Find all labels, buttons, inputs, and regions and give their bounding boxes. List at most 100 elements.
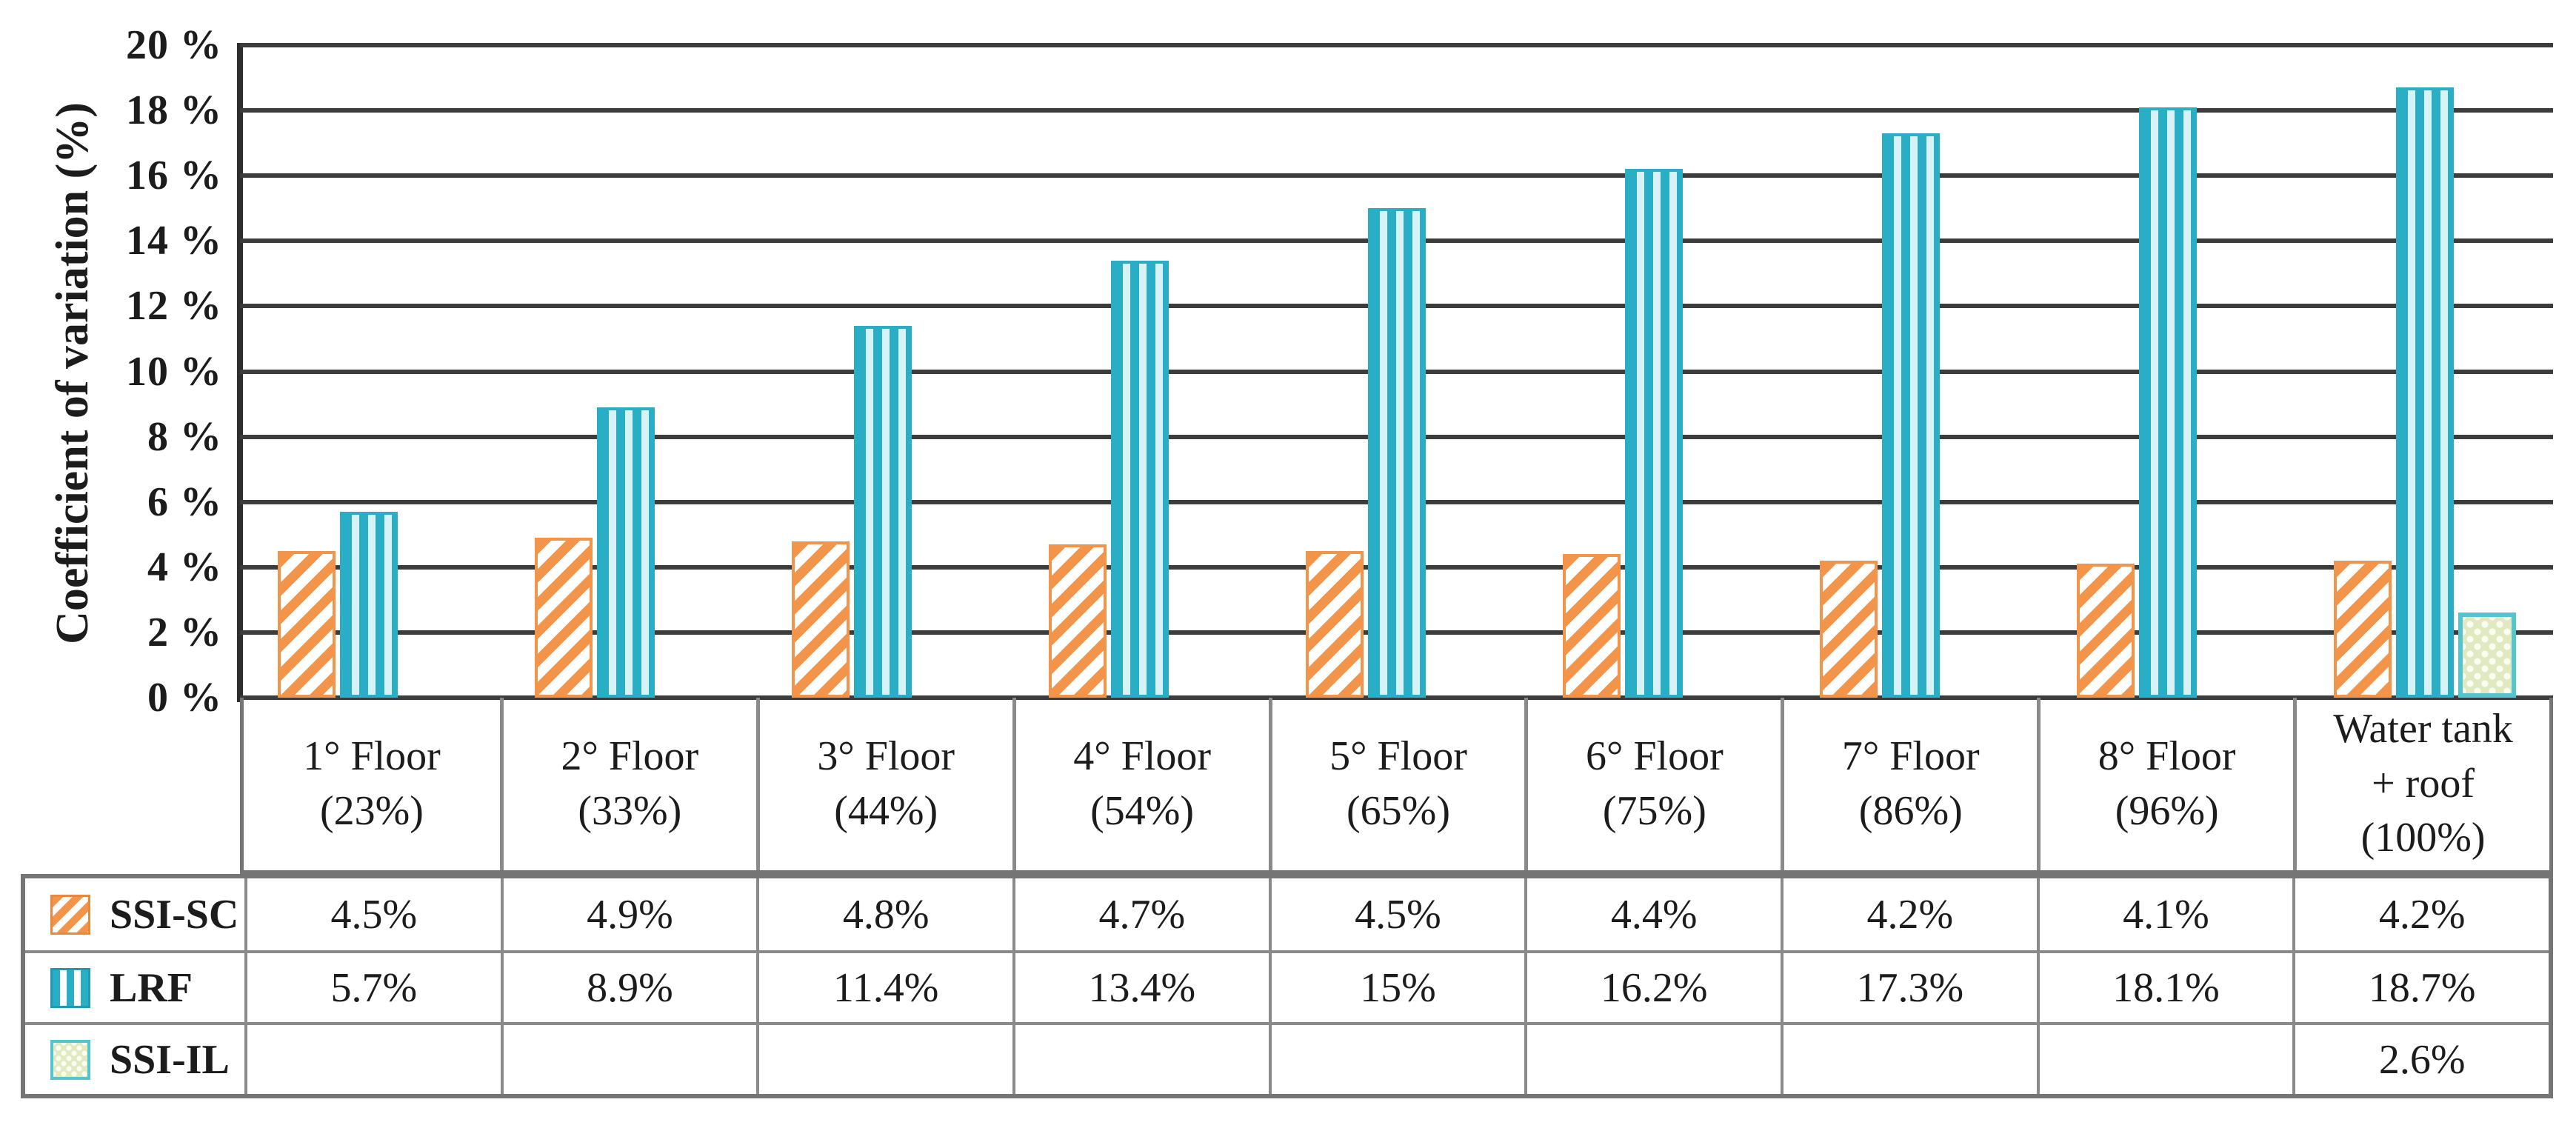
legend-item-lrf: LRF [25,950,244,1022]
category-label-line: + roof [2372,760,2475,807]
category-label-2: 2° Floor (33%) [499,698,756,870]
y-tick-label: 0 % [147,675,222,721]
category-label-1: 1° Floor (23%) [244,698,500,870]
gridline [240,695,2553,700]
category-label-line: (23%) [319,787,424,834]
category-label-line: (75%) [1602,787,1706,834]
gridline [240,108,2553,113]
bar-ssi-il-cat9 [2458,613,2516,698]
bar-lrf-cat3 [854,326,912,698]
category-label-line: (86%) [1858,787,1963,834]
category-label-line: 6° Floor [1586,732,1724,779]
legend-key-ssi-il-icon [50,1039,90,1080]
category-label-3: 3° Floor (44%) [755,698,1012,870]
value-cell-ssi-il-cat5 [1268,1022,1525,1094]
category-label-line: 4° Floor [1073,732,1211,779]
y-tick-label: 8 % [147,414,222,460]
value-cell-ssi-sc-cat4: 4.7% [1012,878,1269,950]
legend-key-ssi-sc-icon [50,894,90,935]
bar-ssi-sc-cat1 [278,551,336,698]
value-cell-ssi-sc-cat9: 4.2% [2292,878,2549,950]
value-cell-ssi-il-cat7 [1780,1022,2037,1094]
value-cell-lrf-cat6: 16.2% [1524,950,1781,1022]
category-label-8: 8° Floor (96%) [2037,698,2293,870]
data-table: SSI-SC 4.5% 4.9% 4.8% 4.7% 4.5% 4.4% 4.2% 4.1% 4.… [21,874,2553,1098]
y-tick-label: 4 % [147,544,222,590]
y-tick-label: 14 % [126,218,222,264]
y-tick-label: 2 % [147,610,222,655]
value-cell-lrf-cat9: 18.7% [2292,950,2549,1022]
category-label-line: (44%) [834,787,938,834]
gridline [240,173,2553,178]
value-cell-lrf-cat1: 5.7% [244,950,501,1022]
bar-ssi-sc-cat6 [1563,554,1621,698]
category-label-9: Water tank + roof (100%) [2293,698,2549,870]
category-label-5: 5° Floor (65%) [1268,698,1525,870]
value-cell-ssi-il-cat4 [1012,1022,1269,1094]
category-label-7: 7° Floor (86%) [1781,698,2037,870]
legend-label: LRF [110,964,193,1011]
bar-lrf-cat5 [1368,208,1426,698]
bar-lrf-cat4 [1111,261,1169,698]
bar-ssi-sc-cat9 [2334,561,2392,698]
value-cell-lrf-cat2: 8.9% [500,950,757,1022]
category-label-6: 6° Floor (75%) [1524,698,1781,870]
value-cell-ssi-il-cat9: 2.6% [2292,1022,2549,1094]
legend-key-lrf-icon [50,967,90,1008]
value-cell-ssi-il-cat2 [500,1022,757,1094]
category-header-row: 1° Floor (23%) 2° Floor (33%) 3° Floor (44%) 4… [240,698,2553,874]
bar-ssi-sc-cat8 [2077,564,2135,698]
value-cell-ssi-sc-cat7: 4.2% [1780,878,2037,950]
bar-ssi-sc-cat3 [792,541,850,698]
value-cell-ssi-sc-cat5: 4.5% [1268,878,1525,950]
category-label-line: Water tank [2333,705,2513,752]
value-cell-lrf-cat4: 13.4% [1012,950,1269,1022]
value-cell-lrf-cat5: 15% [1268,950,1525,1022]
bar-lrf-cat2 [597,407,655,698]
category-label-line: 7° Floor [1841,732,1980,779]
value-cell-ssi-sc-cat8: 4.1% [2036,878,2293,950]
category-label-line: 3° Floor [817,732,955,779]
bar-ssi-sc-cat7 [1820,561,1878,698]
bar-ssi-sc-cat5 [1306,551,1364,698]
category-label-line: 1° Floor [303,732,441,779]
bar-ssi-sc-cat2 [535,538,593,698]
legend-label: SSI-IL [110,1036,230,1083]
value-cell-lrf-cat3: 11.4% [756,950,1012,1022]
gridline [240,43,2553,47]
y-tick-label: 12 % [126,283,222,329]
value-cell-ssi-il-cat8 [2036,1022,2293,1094]
value-cell-ssi-sc-cat2: 4.9% [500,878,757,950]
bar-lrf-cat1 [340,512,398,698]
bar-lrf-cat6 [1625,169,1683,698]
value-cell-ssi-il-cat1 [244,1022,501,1094]
bar-lrf-cat7 [1882,133,1940,698]
legend-item-ssi-il: SSI-IL [25,1022,244,1094]
value-cell-ssi-sc-cat3: 4.8% [756,878,1012,950]
y-tick-label: 20 % [126,22,222,68]
bar-lrf-cat8 [2139,107,2197,698]
category-label-line: 2° Floor [561,732,699,779]
category-label-line: (96%) [2115,787,2219,834]
y-tick-label: 16 % [126,153,222,198]
legend-label: SSI-SC [110,891,239,938]
y-tick-label: 10 % [126,349,222,395]
category-label-line: 5° Floor [1329,732,1467,779]
value-cell-lrf-cat8: 18.1% [2036,950,2293,1022]
value-cell-ssi-sc-cat1: 4.5% [244,878,501,950]
category-label-line: (33%) [578,787,682,834]
value-cell-ssi-il-cat3 [756,1022,1012,1094]
y-tick-label: 18 % [126,87,222,133]
category-label-line: 8° Floor [2098,732,2236,779]
category-label-line: (65%) [1347,787,1450,834]
y-tick-label: 6 % [147,479,222,525]
category-label-4: 4° Floor (54%) [1012,698,1269,870]
bar-ssi-sc-cat4 [1049,544,1107,698]
legend-item-ssi-sc: SSI-SC [25,878,244,950]
value-cell-lrf-cat7: 17.3% [1780,950,2037,1022]
bar-lrf-cat9 [2396,87,2454,698]
category-label-line: (100%) [2360,815,2486,861]
value-cell-ssi-il-cat6 [1524,1022,1781,1094]
value-cell-ssi-sc-cat6: 4.4% [1524,878,1781,950]
